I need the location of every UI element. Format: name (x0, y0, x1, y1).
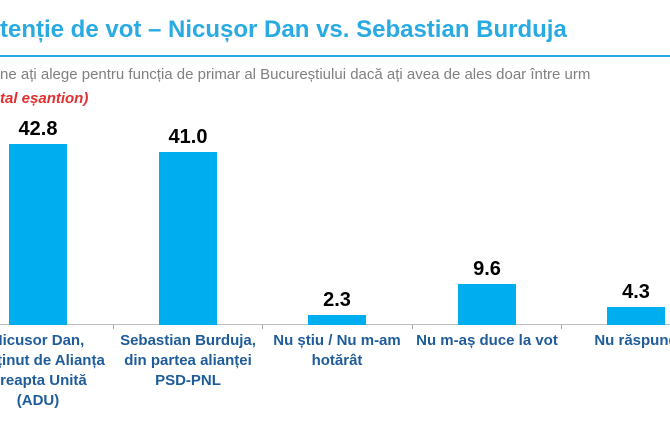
category-label: Sebastian Burduja, din partea alianței PSD… (103, 331, 273, 391)
category-label-line: (ADU) (16, 392, 60, 409)
bar (308, 315, 366, 325)
category-label: Nicusor Dan, susținut de Alianța Dreapta U… (0, 331, 123, 411)
bar (607, 307, 665, 325)
category-label: Nu știu / Nu m-am hotărât (252, 331, 422, 371)
category-label-line: hotărât (311, 352, 363, 369)
page-title: tenție de vot – Nicușor Dan vs. Sebastia… (0, 16, 567, 43)
bar (159, 152, 217, 325)
category-label-line: Nu m-aș duce la vot (416, 332, 558, 349)
sample-note: tal eșantion) (0, 90, 89, 107)
title-divider (0, 55, 670, 57)
bar (458, 284, 516, 325)
category-label-line: PSD-PNL (155, 372, 221, 389)
category-label: Nu m-aș duce la vot (402, 331, 572, 351)
x-axis-tick (113, 325, 114, 329)
category-label-line: Nu răspund (594, 332, 670, 349)
category-label-line: Nu știu / Nu m-am (273, 332, 401, 349)
category-label-line: Nicusor Dan, (0, 332, 85, 349)
category-label: Nu răspund (551, 331, 670, 351)
bar-value-label: 41.0 (168, 126, 208, 148)
x-axis-tick (561, 325, 562, 329)
bar-value-label: 42.8 (18, 118, 58, 140)
bar-value-label: 2.3 (323, 289, 351, 311)
bar-value-label: 9.6 (473, 258, 501, 280)
bar-value-label: 4.3 (622, 281, 650, 303)
category-label-line: susținut de Alianța (0, 352, 105, 369)
x-axis-tick (412, 325, 413, 329)
category-label-line: Sebastian Burduja, (120, 332, 256, 349)
category-label-line: Dreapta Unită (0, 372, 87, 389)
category-label-line: din partea alianței (124, 352, 252, 369)
bar (9, 144, 67, 325)
x-axis-tick (262, 325, 263, 329)
survey-question-subtitle: ne ați alege pentru funcția de primar al… (0, 66, 591, 83)
